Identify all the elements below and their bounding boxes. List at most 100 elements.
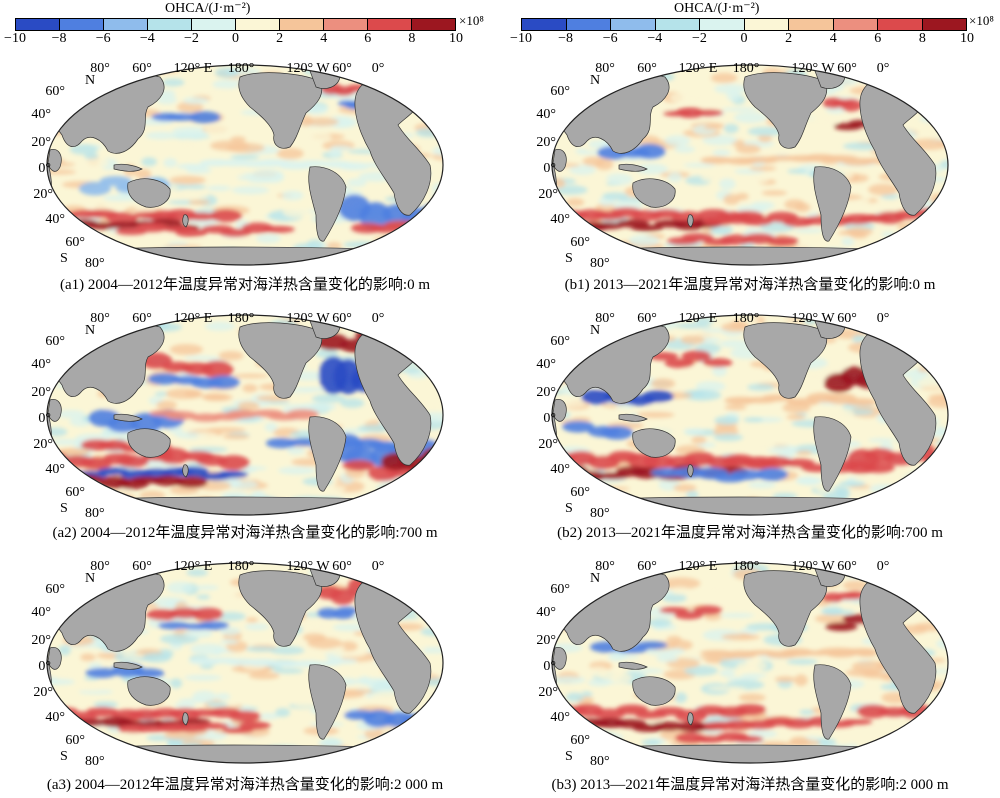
anomaly-band — [10, 221, 24, 229]
anomaly-cell — [332, 623, 367, 632]
anomaly-cell — [907, 68, 929, 77]
latitude-label: 20° — [536, 135, 556, 150]
anomaly-band — [135, 222, 168, 233]
anomaly-cell — [421, 219, 436, 226]
anomaly-band — [10, 207, 25, 218]
anomaly-band — [581, 389, 614, 405]
anomaly-cell — [232, 373, 270, 379]
anomaly-band — [552, 455, 554, 472]
anomaly-cell — [924, 737, 940, 748]
colorbar-title: OHCA/(J·m⁻²) — [674, 1, 760, 16]
land-mass — [632, 428, 676, 458]
anomaly-cell — [749, 173, 770, 184]
anomaly-band — [840, 98, 863, 112]
anomaly-cell — [560, 352, 579, 361]
longitude-label: 60° — [837, 311, 857, 326]
anomaly-cell — [380, 501, 400, 506]
south-pole-latitude-label: 80° — [590, 506, 610, 520]
anomaly-cell — [800, 115, 838, 128]
anomaly-cell — [396, 324, 420, 330]
anomaly-band — [924, 450, 948, 471]
longitude-label: 60° — [837, 559, 857, 574]
latitude-label: 60° — [65, 235, 85, 250]
anomaly-cell — [916, 719, 934, 726]
anomaly-cell — [868, 183, 899, 196]
anomaly-cell — [757, 134, 772, 143]
colorbar-right: OHCA/(J·m⁻²) ×10⁸ −10 −8 −6 −4 −2 0 2 4 6 8 10 — [506, 0, 1000, 46]
land-mass — [127, 178, 171, 208]
anomaly-cell — [740, 673, 767, 678]
anomaly-band — [201, 360, 234, 379]
colorbar-tick-label: 6 — [364, 31, 372, 46]
anomaly-cell — [400, 90, 432, 95]
longitude-label: 120° W — [286, 61, 330, 76]
latitude-label: 60° — [550, 582, 570, 597]
anomaly-cell — [134, 168, 152, 180]
anomaly-cell — [663, 242, 703, 248]
anomaly-cell — [333, 651, 367, 658]
anomaly-cell — [407, 346, 432, 358]
anomaly-band — [631, 224, 664, 232]
anomaly-cell — [440, 68, 443, 77]
colorbar-tick-label: −8 — [558, 31, 574, 46]
anomaly-cell — [854, 693, 873, 700]
anomaly-cell — [940, 729, 948, 742]
anomaly-cell — [282, 206, 311, 218]
ocean-heat-map: 80° 60° 120° E 180° 120° W 60° 0°60°40°20°0°20… — [31, 311, 444, 520]
anomaly-cell — [209, 140, 250, 151]
latitude-label: 60° — [570, 235, 590, 250]
anomaly-band — [176, 163, 209, 170]
anomaly-cell — [357, 676, 372, 685]
anomaly-cell — [173, 131, 209, 141]
anomaly-cell — [255, 234, 281, 244]
anomaly-cell — [206, 701, 228, 708]
anomaly-cell — [721, 633, 761, 641]
anomaly-cell — [787, 168, 808, 174]
anomaly-cell — [352, 254, 378, 263]
north-label: N — [590, 323, 600, 338]
anomaly-cell — [156, 95, 177, 105]
longitude-label: 180° — [733, 61, 760, 76]
latitude-label: 20° — [31, 633, 51, 648]
anomaly-cell — [915, 350, 929, 358]
colorbar-tick-label: 8 — [918, 31, 926, 46]
anomaly-cell — [789, 736, 810, 747]
anomaly-cell — [231, 186, 270, 195]
anomaly-band — [297, 160, 330, 167]
colorbar-tick-label: −6 — [95, 31, 111, 46]
anomaly-cell — [907, 494, 933, 501]
colorbar-tick-label: 2 — [785, 31, 793, 46]
anomaly-cell — [930, 572, 948, 579]
longitude-label: 180° — [228, 311, 255, 326]
anomaly-cell — [175, 189, 209, 201]
anomaly-cell — [719, 339, 750, 349]
anomaly-band — [741, 216, 774, 226]
anomaly-band — [781, 648, 814, 657]
anomaly-cell — [719, 669, 736, 677]
colorbar-tick-label: 8 — [408, 31, 416, 46]
longitude-label: 0° — [372, 61, 385, 76]
latitude-label: 40° — [550, 462, 570, 477]
anomaly-band — [651, 467, 684, 478]
land-mass — [47, 647, 62, 670]
colorbar-segment — [324, 19, 368, 30]
colorbar-tick-label: 10 — [960, 31, 974, 46]
anomaly-cell — [907, 585, 931, 594]
anomaly-cell — [209, 593, 245, 600]
anomaly-cell — [884, 587, 922, 592]
anomaly-cell — [622, 504, 639, 511]
anomaly-cell — [680, 156, 703, 162]
latitude-label: 20° — [33, 187, 53, 202]
anomaly-cell — [410, 327, 443, 335]
anomaly-cell — [47, 678, 76, 686]
anomaly-band — [840, 718, 873, 725]
anomaly-cell — [794, 674, 808, 687]
anomaly-band — [643, 453, 676, 470]
anomaly-cell — [51, 73, 79, 81]
panel-caption: (a2) 2004—2012年温度异常对海洋热含量变化的影响:700 m — [52, 525, 438, 541]
anomaly-cell — [747, 383, 775, 391]
anomaly-cell — [377, 493, 394, 504]
anomaly-cell — [938, 363, 948, 369]
map-frame — [46, 562, 444, 764]
anomaly-cell — [418, 466, 443, 475]
